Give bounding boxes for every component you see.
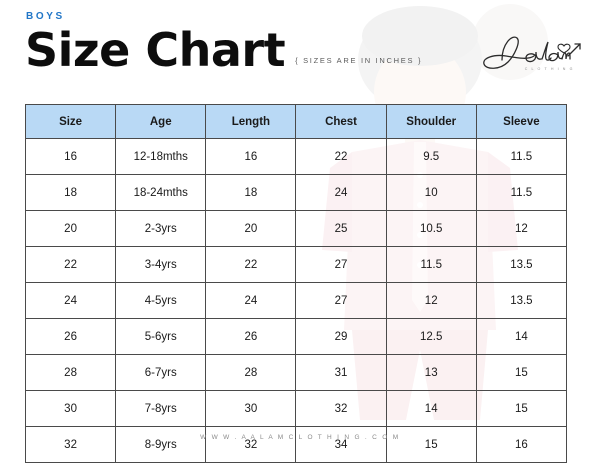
cell-length: 22 <box>205 246 297 283</box>
table-row: 32 8-9yrs 32 34 15 16 <box>24 426 568 463</box>
cell-sleeve: 13.5 <box>475 246 568 283</box>
cell-length: 26 <box>205 318 297 355</box>
cell-age: 18-24mths <box>115 174 207 211</box>
cell-sleeve: 15 <box>475 354 568 391</box>
column-header-sleeve: Sleeve <box>475 104 568 139</box>
table-row: 26 5-6yrs 26 29 12.5 14 <box>24 318 568 355</box>
cell-age: 12-18mths <box>115 138 207 175</box>
cell-shoulder: 12.5 <box>385 318 477 355</box>
cell-chest: 31 <box>295 354 387 391</box>
cell-size: 24 <box>24 282 117 319</box>
category-label: BOYS <box>26 11 65 22</box>
cell-shoulder: 13 <box>385 354 477 391</box>
page-title: Size Chart <box>25 23 286 77</box>
cell-length: 32 <box>205 426 297 463</box>
cell-sleeve: 11.5 <box>475 174 568 211</box>
cell-sleeve: 16 <box>475 426 568 463</box>
column-header-age: Age <box>115 104 207 139</box>
cell-age: 4-5yrs <box>115 282 207 319</box>
cell-shoulder: 12 <box>385 282 477 319</box>
cell-size: 18 <box>24 174 117 211</box>
table-row: 24 4-5yrs 24 27 12 13.5 <box>24 282 568 319</box>
cell-size: 28 <box>24 354 117 391</box>
table-body: 16 12-18mths 16 22 9.5 11.5 18 18-24mths… <box>24 138 568 463</box>
cell-shoulder: 14 <box>385 390 477 427</box>
cell-shoulder: 10.5 <box>385 210 477 247</box>
brand-tagline: C L O T H I N G <box>524 67 574 71</box>
cell-shoulder: 10 <box>385 174 477 211</box>
table-row: 18 18-24mths 18 24 10 11.5 <box>24 174 568 211</box>
units-note: { SIZES ARE IN INCHES } <box>295 56 423 65</box>
cell-chest: 32 <box>295 390 387 427</box>
column-header-length: Length <box>205 104 297 139</box>
cell-shoulder: 9.5 <box>385 138 477 175</box>
cell-sleeve: 13.5 <box>475 282 568 319</box>
cell-length: 16 <box>205 138 297 175</box>
cell-sleeve: 11.5 <box>475 138 568 175</box>
table-row: 22 3-4yrs 22 27 11.5 13.5 <box>24 246 568 283</box>
cell-length: 24 <box>205 282 297 319</box>
cell-length: 28 <box>205 354 297 391</box>
cell-age: 2-3yrs <box>115 210 207 247</box>
cell-chest: 22 <box>295 138 387 175</box>
cell-chest: 24 <box>295 174 387 211</box>
cell-chest: 34 <box>295 426 387 463</box>
cell-age: 8-9yrs <box>115 426 207 463</box>
cell-size: 22 <box>24 246 117 283</box>
cell-length: 18 <box>205 174 297 211</box>
cell-size: 32 <box>24 426 117 463</box>
cell-age: 7-8yrs <box>115 390 207 427</box>
column-header-size: Size <box>24 104 117 139</box>
cell-size: 16 <box>24 138 117 175</box>
table-row: 30 7-8yrs 30 32 14 15 <box>24 390 568 427</box>
cell-size: 30 <box>24 390 117 427</box>
cell-chest: 27 <box>295 246 387 283</box>
table-row: 16 12-18mths 16 22 9.5 11.5 <box>24 138 568 175</box>
table-row: 20 2-3yrs 20 25 10.5 12 <box>24 210 568 247</box>
cell-length: 30 <box>205 390 297 427</box>
size-chart-table: Size Age Length Chest Shoulder Sleeve 16… <box>24 104 568 463</box>
cell-age: 3-4yrs <box>115 246 207 283</box>
cell-chest: 29 <box>295 318 387 355</box>
cell-age: 6-7yrs <box>115 354 207 391</box>
cell-shoulder: 15 <box>385 426 477 463</box>
cell-shoulder: 11.5 <box>385 246 477 283</box>
cell-length: 20 <box>205 210 297 247</box>
cell-age: 5-6yrs <box>115 318 207 355</box>
cell-chest: 25 <box>295 210 387 247</box>
cell-chest: 27 <box>295 282 387 319</box>
column-header-shoulder: Shoulder <box>385 104 477 139</box>
header-row: Size Age Length Chest Shoulder Sleeve <box>24 104 568 139</box>
table-row: 28 6-7yrs 28 31 13 15 <box>24 354 568 391</box>
cell-size: 20 <box>24 210 117 247</box>
cell-sleeve: 15 <box>475 390 568 427</box>
column-header-chest: Chest <box>295 104 387 139</box>
cell-sleeve: 14 <box>475 318 568 355</box>
footer-website: W W W . A A L A M C L O T H I N G . C O … <box>200 434 400 441</box>
table-header: Size Age Length Chest Shoulder Sleeve <box>24 104 568 139</box>
size-chart-table-wrapper: Size Age Length Chest Shoulder Sleeve 16… <box>24 104 568 463</box>
cell-sleeve: 12 <box>475 210 568 247</box>
cell-size: 26 <box>24 318 117 355</box>
